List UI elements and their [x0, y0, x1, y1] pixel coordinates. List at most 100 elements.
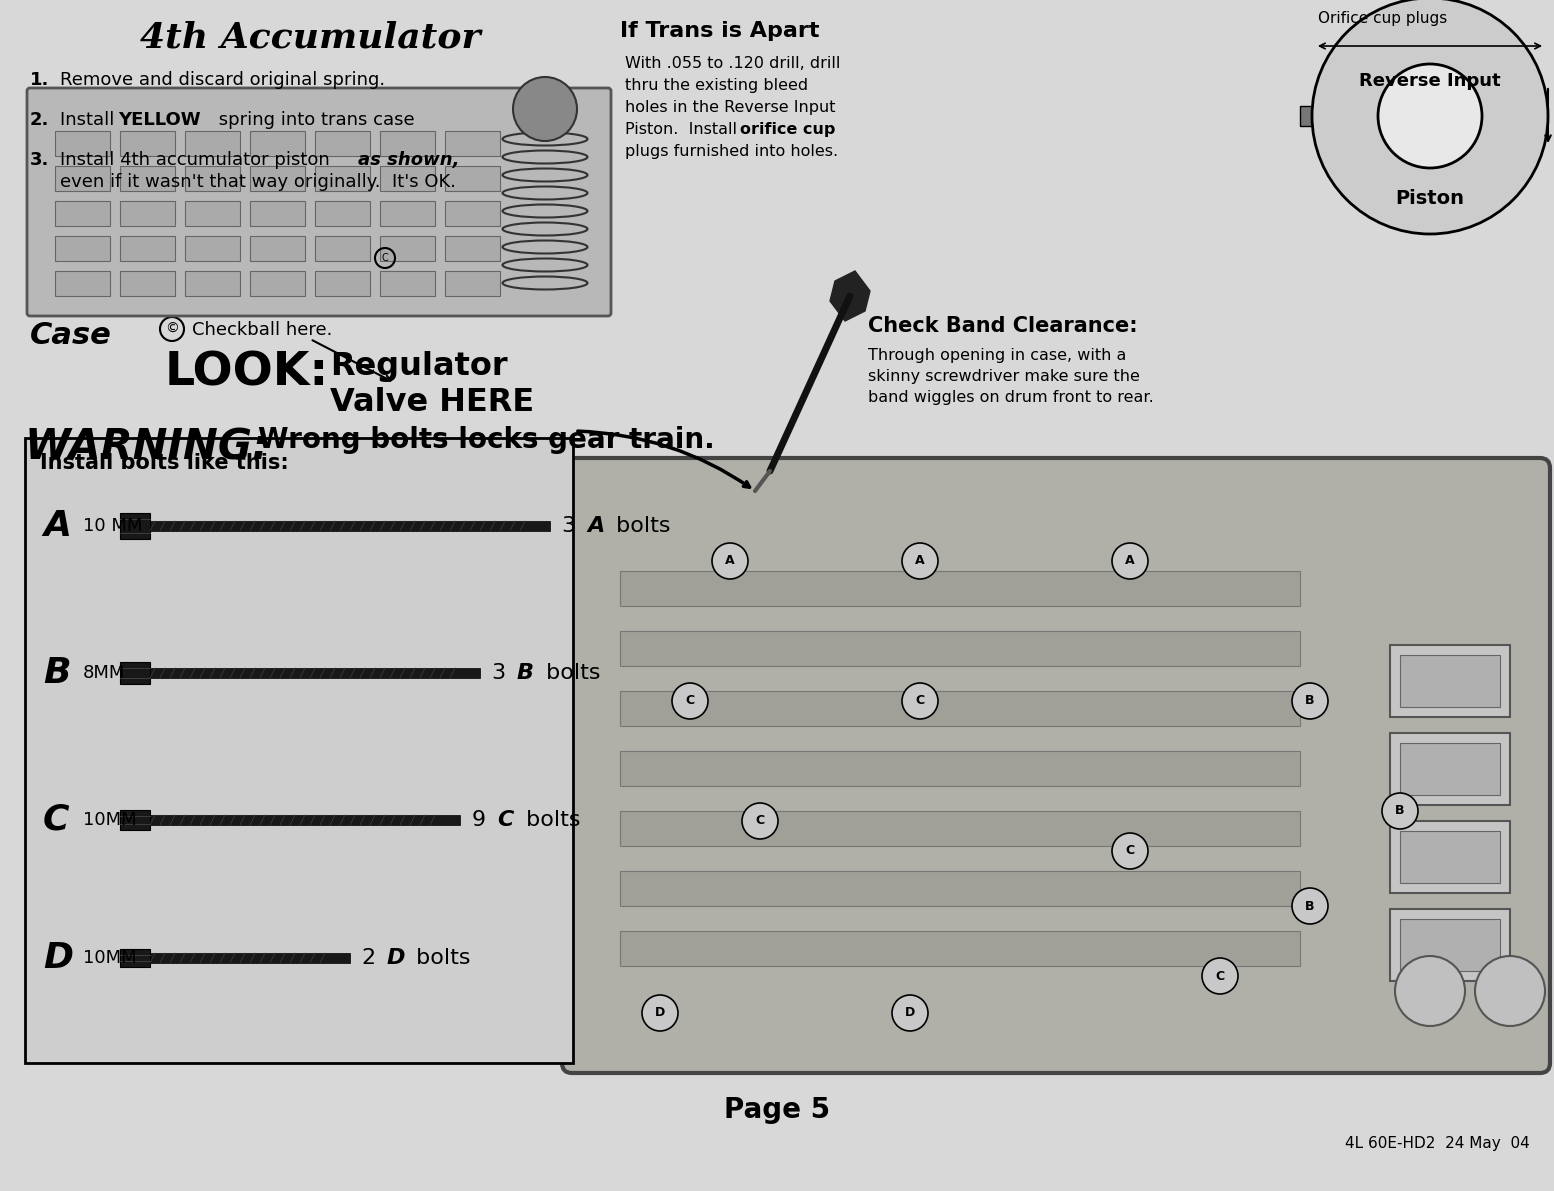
- Text: 3: 3: [563, 516, 583, 536]
- Bar: [381, 166, 435, 191]
- Circle shape: [513, 77, 577, 141]
- Text: Orifice cup plugs: Orifice cup plugs: [1318, 11, 1447, 26]
- Circle shape: [1312, 0, 1548, 233]
- Text: even if it wasn't that way originally.  It's OK.: even if it wasn't that way originally. I…: [61, 173, 455, 191]
- Text: Regulator
Valve HERE: Regulator Valve HERE: [329, 351, 535, 418]
- Text: Install: Install: [61, 111, 120, 129]
- Text: 3.: 3.: [30, 151, 50, 169]
- Bar: [444, 131, 500, 156]
- Circle shape: [1475, 956, 1545, 1025]
- Text: Remove and discard original spring.: Remove and discard original spring.: [61, 71, 385, 89]
- Bar: [185, 131, 239, 156]
- Bar: [315, 166, 370, 191]
- Text: A: A: [1125, 555, 1134, 567]
- Bar: [1400, 919, 1500, 971]
- Text: C: C: [915, 694, 925, 707]
- Text: 10 MM: 10 MM: [82, 517, 143, 535]
- Bar: [250, 166, 305, 191]
- Text: Wrong bolts locks gear train.: Wrong bolts locks gear train.: [258, 426, 715, 454]
- Bar: [54, 236, 110, 261]
- Text: A: A: [915, 555, 925, 567]
- Text: 9: 9: [472, 810, 493, 830]
- Bar: [120, 272, 176, 297]
- Bar: [315, 131, 370, 156]
- Circle shape: [1291, 888, 1329, 924]
- Text: Case: Case: [30, 322, 112, 350]
- Text: A: A: [587, 516, 605, 536]
- Text: bolts: bolts: [609, 516, 670, 536]
- Circle shape: [642, 994, 678, 1031]
- Bar: [1389, 821, 1510, 893]
- Bar: [315, 236, 370, 261]
- Circle shape: [1113, 833, 1148, 869]
- Bar: [315, 272, 370, 297]
- Bar: [54, 166, 110, 191]
- Text: 2: 2: [362, 948, 384, 968]
- Text: B: B: [1305, 694, 1315, 707]
- Bar: [54, 131, 110, 156]
- Bar: [120, 949, 151, 967]
- Bar: [620, 631, 1301, 666]
- Text: bolts: bolts: [409, 948, 471, 968]
- Bar: [185, 201, 239, 226]
- Text: bolts: bolts: [519, 810, 581, 830]
- Bar: [250, 201, 305, 226]
- Text: 2.: 2.: [30, 111, 50, 129]
- Bar: [151, 520, 550, 531]
- Text: B: B: [517, 663, 535, 682]
- Bar: [250, 236, 305, 261]
- Bar: [381, 236, 435, 261]
- Text: A: A: [44, 509, 71, 543]
- Text: 4th Accumulator: 4th Accumulator: [140, 21, 480, 55]
- Bar: [444, 201, 500, 226]
- Text: D: D: [44, 941, 73, 975]
- Bar: [54, 272, 110, 297]
- Text: ©: ©: [165, 322, 179, 336]
- Text: If Trans is Apart: If Trans is Apart: [620, 21, 821, 40]
- Circle shape: [892, 994, 928, 1031]
- Text: B: B: [44, 656, 70, 690]
- Bar: [250, 131, 305, 156]
- Text: 1.: 1.: [30, 71, 50, 89]
- Bar: [1389, 909, 1510, 981]
- Text: D: D: [387, 948, 406, 968]
- Text: 3: 3: [493, 663, 513, 682]
- Bar: [444, 166, 500, 191]
- Text: 4L 60E-HD2  24 May  04: 4L 60E-HD2 24 May 04: [1346, 1136, 1531, 1151]
- Text: C: C: [685, 694, 695, 707]
- Text: plugs furnished into holes.: plugs furnished into holes.: [625, 144, 838, 160]
- Bar: [620, 811, 1301, 846]
- Text: YELLOW: YELLOW: [118, 111, 200, 129]
- Bar: [151, 815, 460, 825]
- Circle shape: [671, 682, 709, 719]
- Text: Piston.  Install: Piston. Install: [625, 121, 743, 137]
- Text: C: C: [1125, 844, 1134, 858]
- Bar: [1400, 743, 1500, 796]
- Circle shape: [1382, 793, 1417, 829]
- Circle shape: [901, 682, 939, 719]
- Bar: [151, 668, 480, 678]
- Bar: [381, 201, 435, 226]
- Bar: [151, 953, 350, 964]
- Text: D: D: [654, 1006, 665, 1019]
- Circle shape: [741, 803, 779, 838]
- Text: C: C: [755, 815, 765, 828]
- Bar: [1301, 106, 1319, 126]
- Text: 10MM: 10MM: [82, 811, 137, 829]
- Text: B: B: [1305, 899, 1315, 912]
- Bar: [620, 570, 1301, 606]
- Circle shape: [1113, 543, 1148, 579]
- FancyBboxPatch shape: [563, 459, 1549, 1073]
- Text: bolts: bolts: [539, 663, 600, 682]
- Text: Piston: Piston: [1395, 188, 1464, 207]
- Text: Page 5: Page 5: [724, 1096, 830, 1124]
- Bar: [1420, 0, 1441, 8]
- Text: 10MM: 10MM: [82, 949, 137, 967]
- Text: B: B: [1395, 804, 1405, 817]
- Text: Install bolts like this:: Install bolts like this:: [40, 453, 289, 473]
- Circle shape: [1395, 956, 1465, 1025]
- Text: C: C: [382, 252, 388, 263]
- Text: WARNING:: WARNING:: [25, 426, 270, 468]
- Bar: [54, 201, 110, 226]
- Circle shape: [901, 543, 939, 579]
